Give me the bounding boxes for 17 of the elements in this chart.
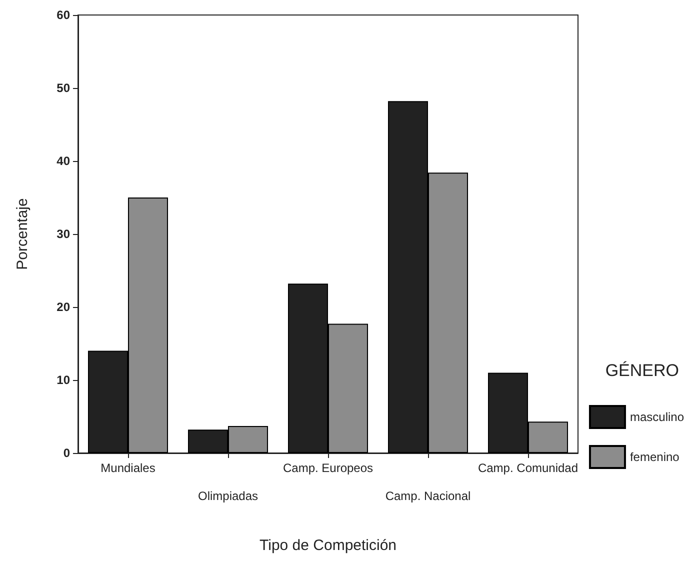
y-tick-label: 20 <box>56 300 70 314</box>
x-tick-label: Camp. Comunidad <box>478 461 578 475</box>
legend-label: femenino <box>630 450 680 464</box>
y-tick-label: 0 <box>63 446 70 460</box>
x-tick-label: Olimpiadas <box>198 489 258 503</box>
x-tick-label: Mundiales <box>100 461 156 475</box>
x-tick-label: Camp. Europeos <box>282 461 374 475</box>
x-axis-title: Tipo de Competición <box>259 537 397 554</box>
legend-title: GÉNERO <box>605 361 680 380</box>
y-tick-label: 60 <box>56 8 70 22</box>
y-tick-label: 50 <box>56 81 70 95</box>
y-axis-title: Porcentaje <box>14 198 31 270</box>
legend-label: masculino <box>630 410 684 424</box>
y-tick-label: 10 <box>56 373 70 387</box>
x-tick-label: Camp. Nacional <box>385 489 471 503</box>
y-tick-label: 40 <box>56 154 70 168</box>
y-tick-label: 30 <box>56 227 70 241</box>
